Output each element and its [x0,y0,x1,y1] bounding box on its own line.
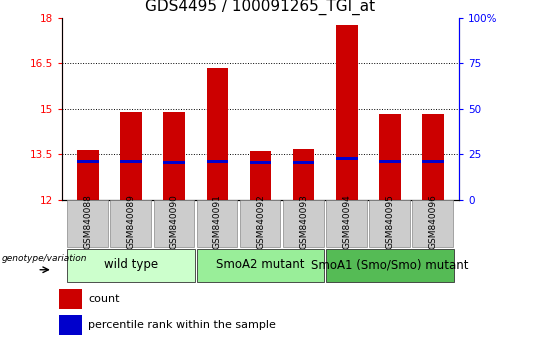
Bar [336,156,357,160]
FancyBboxPatch shape [413,200,453,247]
Bar [164,160,185,164]
Bar [77,150,99,200]
Text: wild type: wild type [104,258,158,271]
Bar [207,68,228,200]
Bar [120,160,142,162]
Text: GSM840095: GSM840095 [386,194,395,249]
Bar [207,160,228,162]
FancyBboxPatch shape [68,200,108,247]
FancyBboxPatch shape [68,249,195,282]
Text: GSM840091: GSM840091 [213,194,222,249]
Bar [59,289,82,309]
FancyBboxPatch shape [197,249,325,282]
Title: GDS4495 / 100091265_TGI_at: GDS4495 / 100091265_TGI_at [145,0,376,15]
Bar [250,152,271,200]
FancyBboxPatch shape [197,200,237,247]
Bar [77,160,99,162]
FancyBboxPatch shape [240,200,280,247]
Text: SmoA2 mutant: SmoA2 mutant [217,258,305,271]
Text: GSM840088: GSM840088 [84,194,92,249]
Text: SmoA1 (Smo/Smo) mutant: SmoA1 (Smo/Smo) mutant [311,258,469,271]
Bar [379,160,401,162]
FancyBboxPatch shape [369,200,410,247]
FancyBboxPatch shape [326,200,367,247]
Bar [422,114,444,200]
Bar [336,25,357,200]
FancyBboxPatch shape [153,200,194,247]
Text: percentile rank within the sample: percentile rank within the sample [88,320,276,330]
Bar [250,161,271,165]
Text: GSM840096: GSM840096 [429,194,437,249]
Bar [59,315,82,335]
Bar [293,149,314,200]
FancyBboxPatch shape [283,200,323,247]
Text: GSM840093: GSM840093 [299,194,308,249]
Bar [120,112,142,200]
Bar [379,114,401,200]
Text: GSM840089: GSM840089 [126,194,136,249]
Text: genotype/variation: genotype/variation [1,254,87,263]
Text: GSM840094: GSM840094 [342,194,352,249]
FancyBboxPatch shape [326,249,454,282]
Bar [164,112,185,200]
Bar [422,160,444,162]
Bar [293,161,314,165]
Text: GSM840090: GSM840090 [170,194,179,249]
Text: count: count [88,294,119,304]
FancyBboxPatch shape [110,200,151,247]
Text: GSM840092: GSM840092 [256,194,265,249]
